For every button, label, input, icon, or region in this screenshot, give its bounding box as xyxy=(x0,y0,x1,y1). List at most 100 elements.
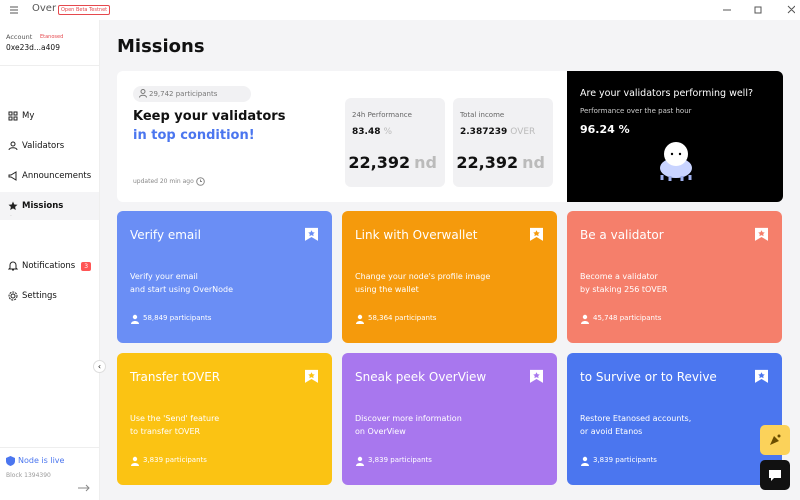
mission-description: Discover more information on OverView xyxy=(355,413,462,438)
mission-participants: 45,748 participants xyxy=(593,314,662,322)
description-line: Discover more information xyxy=(355,414,462,423)
nav-label: Announcements xyxy=(22,171,92,181)
hero-participants: 29,742 participants xyxy=(133,86,251,102)
stat-big: 22,392 xyxy=(456,153,519,172)
app-name: Over xyxy=(32,3,57,14)
stat-big-unit: nd xyxy=(522,153,545,172)
mission-card[interactable]: Be a validator Become a validator by staki… xyxy=(567,211,782,343)
mascot xyxy=(660,142,692,181)
nav-badge: 3 xyxy=(81,261,92,271)
stat-big-row: 22,392 nd xyxy=(456,153,545,172)
stat-value-row: 2.387239 OVER xyxy=(460,127,535,137)
person-icon xyxy=(356,314,364,324)
description-line: Restore Etanosed accounts, xyxy=(580,414,692,423)
description-line: and start using OverNode xyxy=(130,284,234,294)
description-line: Verify your email xyxy=(130,272,198,281)
stat-box: 24h Performance 83.48% 22,392 nd xyxy=(345,98,445,187)
mission-participants: 58,849 participants xyxy=(143,314,212,322)
bookmark-icon[interactable] xyxy=(305,369,318,385)
nav-item[interactable]: Validators xyxy=(0,132,99,160)
divider xyxy=(0,65,99,66)
promo-value: 96.24 % xyxy=(580,123,630,136)
promo-title: Are your validators performing well? xyxy=(580,88,754,99)
stat-label: Total income xyxy=(460,111,505,119)
collapse-button[interactable]: ‹ xyxy=(93,360,106,373)
celebrate-button[interactable] xyxy=(760,425,790,455)
chat-button[interactable] xyxy=(760,460,790,490)
nav-item[interactable]: Missions xyxy=(0,192,99,220)
hero-title-accent: in top condition! xyxy=(133,128,255,143)
nav-label: Validators xyxy=(22,141,65,151)
page-title: Missions xyxy=(117,36,205,57)
description-line: Change your node's profile image xyxy=(355,272,491,281)
description-line: to transfer tOVER xyxy=(130,426,201,436)
block-number: Block 1394390 xyxy=(6,472,51,479)
mission-card[interactable]: Link with Overwallet Change your node's p… xyxy=(342,211,557,343)
nav-icon xyxy=(8,261,18,271)
description-line: Become a validator xyxy=(580,272,658,281)
nav-label: Notifications xyxy=(22,261,76,271)
nav-icon xyxy=(8,111,18,121)
mission-card[interactable]: Sneak peek OverView Discover more informa… xyxy=(342,353,557,485)
nav-item[interactable]: My xyxy=(0,102,99,130)
nav-icon xyxy=(8,141,18,151)
stat-value-row: 83.48% xyxy=(352,127,392,137)
shield-icon xyxy=(6,456,15,466)
person-icon xyxy=(581,456,589,466)
bookmark-icon[interactable] xyxy=(530,369,543,385)
nav-icon xyxy=(8,201,18,210)
person-icon xyxy=(131,456,139,466)
person-icon xyxy=(131,314,139,324)
sidebar: Account Etanosed 0xe23d...a409 My Validat… xyxy=(0,20,100,500)
mission-participants: 58,364 participants xyxy=(368,314,437,322)
mission-participants: 3,839 participants xyxy=(143,456,207,464)
account-label: Account xyxy=(6,33,33,41)
nav-label: Missions xyxy=(22,201,64,211)
mission-description: Become a validator by staking 256 tOVER xyxy=(580,271,667,296)
window-controls[interactable] xyxy=(720,4,795,16)
bookmark-icon[interactable] xyxy=(530,227,543,243)
app-badge: Open Beta Testnet xyxy=(58,5,111,15)
mission-card[interactable]: Transfer tOVER Use the 'Send' feature to t… xyxy=(117,353,332,485)
mission-card[interactable]: to Survive or to Revive Restore Etanosed … xyxy=(567,353,782,485)
menu-icon[interactable] xyxy=(9,5,19,15)
promo-card: Are your validators performing well? Per… xyxy=(567,71,783,202)
hero-title: Keep your validators xyxy=(133,109,286,124)
nav-spacer: · xyxy=(10,213,12,220)
stat-value: 2.387239 xyxy=(460,127,508,137)
logout-icon[interactable] xyxy=(78,484,90,492)
stat-label: 24h Performance xyxy=(352,111,412,119)
mission-description: Verify your email and start using OverNod… xyxy=(130,271,233,296)
description-line: by staking 256 tOVER xyxy=(580,284,668,294)
clock-icon xyxy=(196,177,205,186)
description-line: Use the 'Send' feature xyxy=(130,414,220,423)
nav-item[interactable]: Settings xyxy=(0,282,99,310)
mission-card[interactable]: Verify email Verify your email and start u… xyxy=(117,211,332,343)
nav-icon xyxy=(8,291,18,301)
nav-label: Settings xyxy=(22,291,57,301)
nav-icon xyxy=(8,171,17,181)
stat-box: Total income 2.387239 OVER 22,392 nd xyxy=(453,98,553,187)
mission-title: Sneak peek OverView xyxy=(355,370,487,384)
promo-subtitle: Performance over the past hour xyxy=(580,107,692,115)
nav-label: My xyxy=(22,111,35,121)
stat-big-row: 22,392 nd xyxy=(348,153,437,172)
mission-description: Restore Etanosed accounts, or avoid Etano… xyxy=(580,413,691,438)
bookmark-icon[interactable] xyxy=(305,227,318,243)
mission-title: Be a validator xyxy=(580,228,664,242)
mission-participants: 3,839 participants xyxy=(593,456,657,464)
mission-description: Change your node's profile image using th… xyxy=(355,271,490,296)
nav-item[interactable]: Notifications 3 xyxy=(0,252,99,280)
person-icon xyxy=(356,456,364,466)
bookmark-icon[interactable] xyxy=(755,369,768,385)
mission-description: Use the 'Send' feature to transfer tOVER xyxy=(130,413,219,438)
nav-item[interactable]: Announcements xyxy=(0,162,99,190)
mission-title: to Survive or to Revive xyxy=(580,370,717,384)
description-line: using the wallet xyxy=(355,284,419,294)
mission-title: Verify email xyxy=(130,228,201,242)
divider xyxy=(0,447,99,448)
person-icon xyxy=(581,314,589,324)
bookmark-icon[interactable] xyxy=(755,227,768,243)
